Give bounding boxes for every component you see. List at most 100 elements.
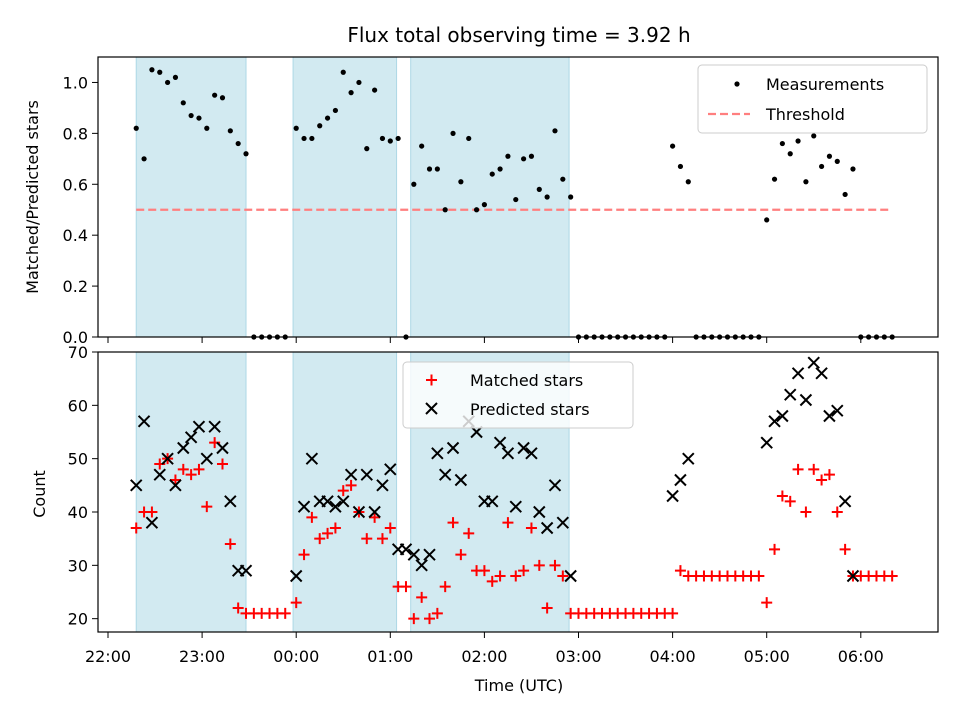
matched-star-point — [831, 506, 843, 518]
top-y-tick-label: 0.4 — [63, 226, 88, 245]
predicted-star-point — [776, 409, 789, 423]
matched-star-point — [439, 581, 451, 593]
measurement-point — [795, 138, 801, 144]
matched-star-point — [369, 511, 381, 523]
predicted-star-point — [682, 452, 695, 465]
matched-star-point — [518, 565, 530, 577]
predicted-star-point — [321, 495, 334, 508]
matched-star-point — [279, 607, 291, 619]
bottom-y-tick-label: 70 — [68, 343, 88, 362]
predicted-star-point — [344, 468, 358, 481]
measurement-point — [677, 163, 684, 170]
predicted-star-point — [200, 452, 214, 465]
top-legend: Measurements Threshold — [697, 64, 928, 134]
predicted-star-point — [548, 479, 562, 492]
measurement-point — [317, 123, 323, 129]
matched-star-point — [329, 522, 341, 534]
matched-star-point — [424, 613, 436, 625]
predicted-star-point — [831, 404, 844, 417]
measurement-point — [811, 133, 817, 139]
measurement-point — [419, 143, 425, 149]
predicted-star-point — [454, 473, 468, 487]
predicted-star-point — [216, 441, 229, 455]
bottom-y-tick-label: 30 — [68, 556, 88, 575]
measurement-point — [826, 153, 833, 159]
predicted-star-point — [153, 468, 166, 481]
bottom-x-tick-label: 02:00 — [461, 647, 507, 666]
top-shading — [135, 56, 570, 338]
matched-star-point — [185, 469, 197, 481]
measurement-point — [513, 196, 519, 203]
bottom-x-tick-label: 22:00 — [85, 647, 131, 666]
measurement-point — [364, 146, 370, 152]
matched-star-point — [455, 549, 467, 561]
measurement-point — [458, 179, 464, 185]
measurement-point — [164, 79, 171, 86]
predicted-star-point — [846, 569, 860, 583]
measurement-point — [528, 153, 535, 159]
matched-star-point — [130, 522, 142, 534]
predicted-star-point — [807, 356, 820, 369]
matched-star-point — [753, 570, 765, 582]
predicted-star-point — [297, 500, 311, 513]
measurement-point — [387, 138, 393, 144]
bottom-frame — [97, 351, 939, 633]
matched-star-point — [463, 527, 475, 539]
matched-star-point — [823, 469, 835, 481]
matched-star-point — [408, 613, 420, 625]
top-frame — [97, 56, 939, 338]
measurement-point — [212, 92, 218, 98]
top-y-tick-label: 0.0 — [63, 328, 88, 347]
matched-star-point — [384, 522, 396, 534]
predicted-star-point — [384, 463, 397, 476]
predicted-star-point — [446, 441, 460, 455]
bottom-x-tick-label: 03:00 — [555, 647, 601, 666]
matched-star-point — [541, 602, 553, 614]
measurement-point — [235, 140, 241, 147]
bottom-shaded-interval — [292, 351, 398, 633]
matched-star-point — [761, 597, 773, 609]
measurement-point — [309, 135, 315, 142]
top-y-tick-label: 1.0 — [63, 73, 88, 92]
predicted-star-point — [415, 559, 428, 572]
chart-title: Flux total observing time = 3.92 h — [347, 23, 690, 47]
bottom-x-tick-label: 04:00 — [650, 647, 696, 666]
bottom-x-tick-label: 06:00 — [838, 647, 884, 666]
predicted-star-point — [145, 516, 159, 529]
predicted-star-point — [399, 543, 413, 556]
measurement-point — [356, 79, 362, 86]
predicted-star-point — [352, 505, 366, 519]
measurement-point — [149, 67, 155, 73]
predicted-star-point — [666, 489, 679, 503]
predicted-star-point — [161, 452, 174, 465]
bottom-legend: Matched stars Predicted stars — [402, 361, 634, 429]
measurement-point — [204, 125, 210, 131]
legend-predicted-label: Predicted stars — [470, 400, 590, 419]
matched-star-point — [808, 463, 820, 475]
measurement-point — [426, 166, 433, 172]
measurement-point — [803, 179, 809, 185]
measurement-point — [481, 202, 487, 208]
predicted-star-point — [533, 505, 546, 519]
top-y-tick-label: 0.6 — [63, 175, 88, 194]
matched-star-point — [784, 495, 796, 507]
matched-star-point — [193, 463, 205, 475]
predicted-star-point — [784, 388, 797, 401]
top-y-tick-label: 0.2 — [63, 277, 88, 296]
bottom-x-tick-label: 01:00 — [367, 647, 413, 666]
bottom-y-tick-label: 60 — [68, 396, 88, 415]
predicted-star-point — [674, 473, 687, 487]
predicted-star-point — [838, 495, 852, 508]
predicted-star-point — [509, 500, 522, 513]
predicted-star-point — [768, 415, 781, 428]
measurement-point — [227, 128, 233, 134]
matched-star-point — [494, 570, 506, 582]
matched-star-point — [792, 463, 804, 475]
matched-star-point — [549, 559, 561, 571]
matched-star-point — [337, 485, 349, 497]
matched-star-point — [674, 565, 686, 577]
measurement-point — [324, 115, 331, 121]
predicted-star-point — [305, 452, 319, 465]
matched-star-point — [306, 511, 318, 523]
